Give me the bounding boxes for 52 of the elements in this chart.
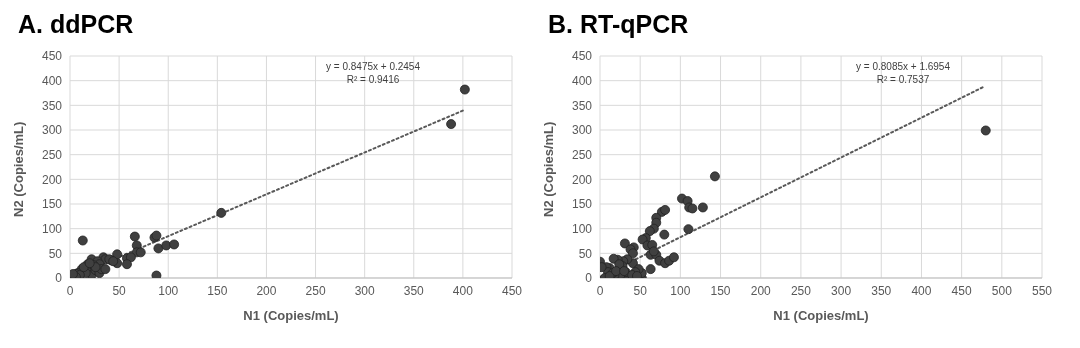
chart-title: B. RT-qPCR [547, 9, 690, 40]
y-tick-label: 100 [41, 221, 63, 236]
y-tick-label: 100 [571, 221, 593, 236]
x-axis-title: N1 (Copies/mL) [243, 308, 339, 323]
annotation: y = 0.8085x + 1.6954 [856, 60, 950, 73]
x-tick-label: 500 [991, 283, 1013, 298]
x-tick-label: 450 [951, 283, 972, 298]
x-tick-label: 0 [66, 283, 74, 298]
x-tick-label: 100 [670, 283, 691, 298]
y-tick-label: 250 [571, 147, 593, 162]
x-tick-label: 400 [452, 283, 474, 298]
y-tick-label: 450 [571, 49, 593, 64]
y-tick-label: 450 [41, 49, 63, 64]
x-tick-label: 50 [633, 283, 648, 298]
y-tick-label: 200 [41, 172, 63, 187]
y-tick-label: 300 [41, 123, 63, 138]
x-tick-label: 200 [750, 283, 772, 298]
x-tick-label: 400 [911, 283, 932, 298]
annotation: R² = 0.9416 [345, 73, 401, 86]
x-tick-label: 250 [790, 283, 812, 298]
y-tick-label: 150 [571, 197, 593, 212]
y-tick-label: 0 [55, 271, 63, 286]
y-axis-title: N2 (Copies/mL) [540, 121, 556, 217]
y-tick-label: 50 [578, 246, 593, 261]
annotation: R² = 0.7537 [875, 73, 931, 86]
y-tick-label: 350 [571, 98, 593, 113]
x-tick-label: 300 [354, 283, 375, 298]
chart-title: A. ddPCR [17, 9, 135, 40]
y-tick-label: 0 [585, 271, 593, 286]
x-tick-label: 250 [305, 283, 326, 298]
x-axis-title: N1 (Copies/mL) [773, 308, 869, 323]
y-tick-label: 300 [571, 123, 593, 138]
x-tick-label: 100 [158, 283, 179, 298]
y-tick-label: 150 [41, 197, 63, 212]
x-tick-label: 150 [710, 283, 731, 298]
annotation: y = 0.8475x + 0.2454 [326, 60, 420, 73]
x-tick-label: 0 [596, 283, 604, 298]
y-tick-label: 50 [48, 246, 63, 261]
x-tick-label: 300 [831, 283, 852, 298]
y-tick-label: 400 [41, 73, 63, 88]
y-tick-label: 250 [41, 147, 63, 162]
x-tick-label: 200 [256, 283, 277, 298]
y-tick-label: 200 [571, 172, 593, 187]
x-tick-label: 350 [871, 283, 892, 298]
x-tick-label: 150 [207, 283, 228, 298]
y-tick-label: 400 [571, 73, 593, 88]
x-tick-label: 350 [403, 283, 425, 298]
y-tick-label: 350 [41, 98, 63, 113]
x-tick-label: 450 [501, 283, 523, 298]
x-tick-label: 50 [112, 283, 127, 298]
x-tick-label: 550 [1031, 283, 1053, 298]
y-axis-title: N2 (Copies/mL) [10, 121, 26, 217]
